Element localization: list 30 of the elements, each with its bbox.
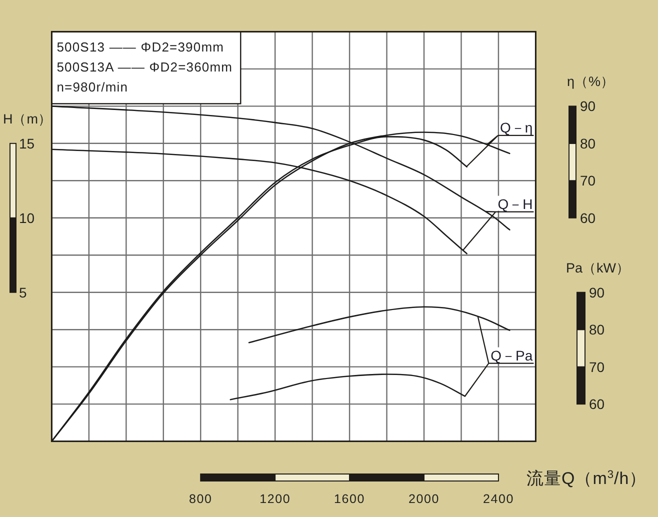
y3-axis-title: Pa（kW） <box>566 260 630 276</box>
y3-tick-label: 80 <box>589 322 605 338</box>
y3-tick-label: 60 <box>589 396 605 412</box>
y-tick-label: 10 <box>19 210 35 226</box>
annotation: 500S13A —— ΦD2=360mm <box>56 60 233 75</box>
y-tick-label: 5 <box>19 284 27 300</box>
x-tick-label: 800 <box>188 492 212 506</box>
axis-y3: 60 70 80 90 Pa（kW） <box>566 260 630 412</box>
y2-tick-label: 80 <box>580 135 596 152</box>
x-tick-label: 2400 <box>482 492 514 506</box>
y2-axis-title: η（%） <box>567 74 615 90</box>
y2-tick-label: 70 <box>580 172 596 189</box>
y-axis-title: H（m） <box>3 111 52 126</box>
axis-y2: 60 70 80 90 η（%） <box>567 74 615 226</box>
y3-tick-label: 70 <box>589 358 605 375</box>
axis-x: 800 1200 1600 2000 2400 流量Q（m$^{3}$/h） <box>189 469 647 506</box>
axis-y: 5 10 15 H（m） <box>3 111 52 300</box>
series-label: Q－H <box>498 196 533 212</box>
x-tick-label: 2000 <box>408 492 440 506</box>
x-tick-label: 1600 <box>334 492 366 506</box>
x-axis-title: 流量Q（m$^{3}$/h） <box>526 469 647 488</box>
annotation: 500S13 —— ΦD2=390mm <box>56 40 224 55</box>
x-tick-label: 1200 <box>260 492 291 506</box>
y3-tick-label: 90 <box>589 284 605 300</box>
y2-tick-label: 60 <box>580 210 596 226</box>
y2-tick-label: 90 <box>580 98 596 114</box>
series-label: Q－η <box>500 119 533 136</box>
y-tick-label: 15 <box>19 135 35 152</box>
series-label: Q－Pa <box>490 347 533 364</box>
annotation: n=980r/min <box>56 80 128 95</box>
